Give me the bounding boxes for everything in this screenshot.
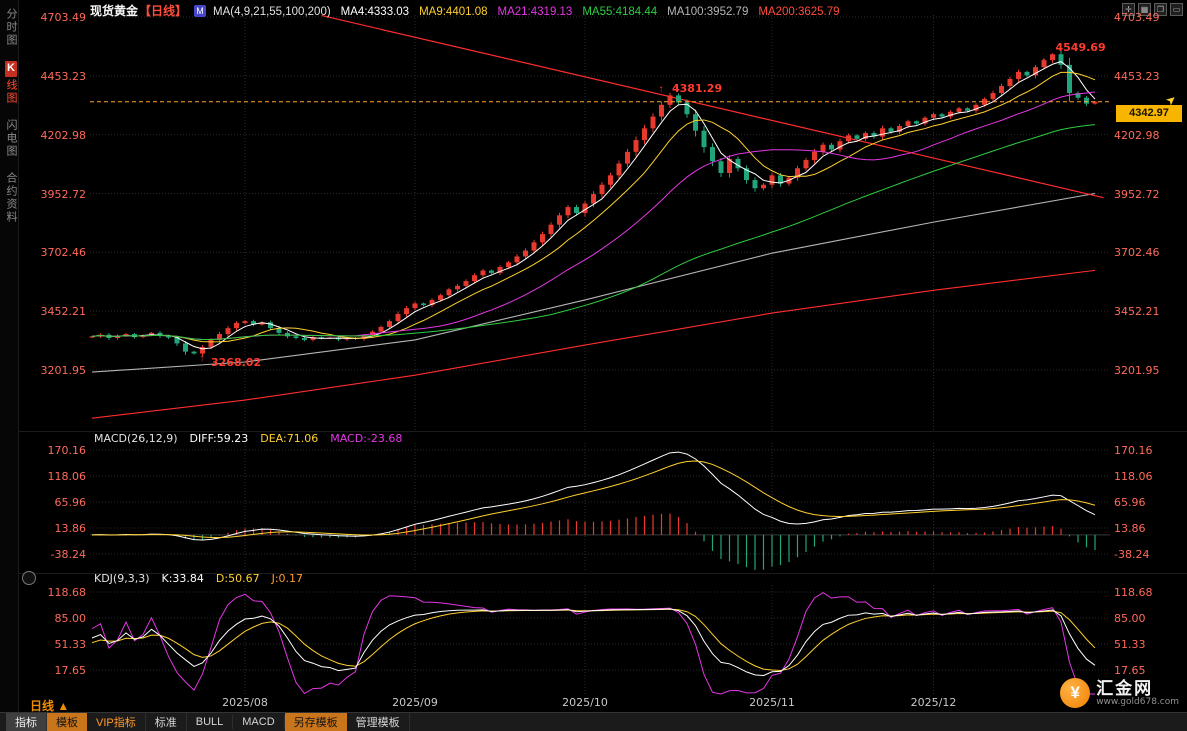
ma-value: MA21:4319.13 [497, 5, 573, 18]
kdj-d-value: D:50.67 [215, 572, 260, 585]
tab-save-template[interactable]: 另存模板 [284, 713, 347, 731]
tab-macd[interactable]: MACD [233, 715, 285, 729]
long-ma-layer [91, 192, 1096, 419]
kdj-header: KDJ(9,3,3) K:33.84 D:50.67 J:0.17 [94, 572, 303, 585]
site-logo: ¥ 汇金网 www.gold678.com [1060, 678, 1179, 708]
chart-header: 现货黄金 【日线】 M MA(4,9,21,55,100,200) MA4:433… [18, 0, 1187, 21]
macd-params: MACD(26,12,9) [94, 432, 178, 445]
logo-icon: ¥ [1060, 678, 1091, 708]
sidebar-item-lightning-chart[interactable]: 闪电图 [5, 119, 17, 158]
kdj-layer [91, 591, 1096, 695]
macd-dea-value: DEA:71.06 [260, 432, 319, 445]
price-chart-canvas[interactable] [0, 0, 1187, 712]
ma-value: MA9:4401.08 [419, 5, 488, 18]
grid-layout-icon[interactable]: ▦ [1138, 3, 1151, 16]
logo-url: www.gold678.com [1096, 696, 1179, 707]
ma-value: MA55:4184.44 [582, 5, 658, 18]
ma-values-list: MA(4,9,21,55,100,200) MA4:4333.03 MA9:4401… [213, 4, 850, 18]
panel-collapse-icon[interactable] [22, 571, 36, 585]
tab-bull[interactable]: BULL [187, 715, 234, 729]
minimize-icon[interactable]: ▭ [1170, 3, 1183, 16]
ma-value: MA100:3952.79 [667, 5, 749, 18]
logo-name: 汇金网 [1096, 678, 1154, 698]
macd-hist-value: MACD:-23.68 [330, 432, 403, 445]
macd-header: MACD(26,12,9) DIFF:59.23 DEA:71.06 MACD:… [94, 432, 402, 445]
window-controls: ✛ ▦ ❐ ▭ [1122, 3, 1183, 16]
trendline-layer [321, 14, 1104, 199]
ma-params: MA(4,9,21,55,100,200) [213, 5, 331, 18]
tab-manage-template[interactable]: 管理模板 [347, 713, 410, 731]
current-price-tag: 4342.97 [1116, 104, 1182, 122]
grid-layer [18, 15, 1187, 694]
kdj-k-value: K:33.84 [161, 572, 204, 585]
macd-layer [90, 451, 1110, 570]
macd-diff-value: DIFF:59.23 [189, 432, 249, 445]
kdj-j-value: J:0.17 [271, 572, 304, 585]
short-ma-layer [91, 61, 1096, 350]
tab-standard[interactable]: 标准 [146, 713, 187, 731]
left-sidebar: 分时图 K 线图 闪电图 合约资料 [0, 0, 19, 731]
kdj-params: KDJ(9,3,3) [94, 572, 150, 585]
sidebar-item-time-chart[interactable]: 分时图 [5, 8, 17, 47]
bottom-toolbar: 指标 模板 VIP指标 标准 BULL MACD 另存模板 管理模板 [0, 712, 1187, 731]
indicator-settings-icon[interactable]: M [194, 4, 207, 17]
ma-value: MA200:3625.79 [758, 5, 840, 18]
move-icon[interactable]: ✛ [1122, 3, 1135, 16]
candlesticks-layer [89, 51, 1098, 356]
split-pane-icon[interactable]: ❐ [1154, 3, 1167, 16]
kline-label: 线图 [5, 79, 17, 105]
period-label: 日线 [30, 699, 55, 713]
ma-value: MA4:4333.03 [340, 5, 410, 18]
period-tag: 【日线】 [139, 4, 188, 18]
period-indicator[interactable]: 日线 ▲ [30, 697, 69, 714]
sidebar-item-kline-chart[interactable]: K 线图 [3, 61, 19, 105]
kline-badge: K [5, 61, 17, 77]
symbol-title: 现货黄金 [90, 4, 139, 18]
tab-template[interactable]: 模板 [47, 713, 87, 731]
tab-vip-indicators[interactable]: VIP指标 [87, 713, 146, 731]
period-arrow-icon: ▲ [57, 699, 70, 713]
tab-indicators[interactable]: 指标 [6, 713, 47, 731]
sidebar-item-contract-info[interactable]: 合约资料 [5, 172, 17, 224]
